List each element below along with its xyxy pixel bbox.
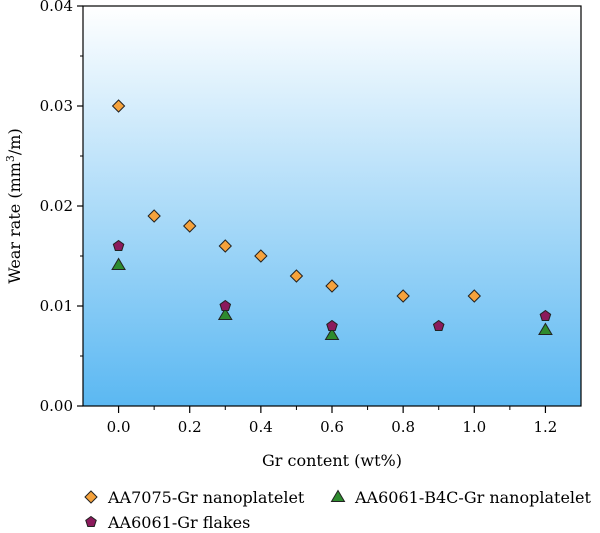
legend-label: AA6061-B4C-Gr nanoplatelet xyxy=(354,488,592,507)
x-axis-ticks: 0.0 0.2 0.4 0.6 0.8 1.0 1.2 xyxy=(107,406,557,436)
data-point-diamond-series-1 xyxy=(147,209,161,223)
data-point-pentagon-series-3 xyxy=(219,299,232,311)
x-tick-label: 1.0 xyxy=(462,418,486,436)
y-tick-label: 0.00 xyxy=(40,397,73,415)
y-axis-title-sup: 3 xyxy=(4,155,17,162)
x-axis-title: Gr content (wt%) xyxy=(262,451,402,470)
y-tick-label: 0.01 xyxy=(40,297,73,315)
x-tick-label: 0.0 xyxy=(107,418,131,436)
data-point-diamond-series-1 xyxy=(183,219,197,233)
legend-marker-pentagon xyxy=(85,515,97,527)
data-point-diamond-series-1 xyxy=(289,269,304,283)
data-point-diamond-series-1 xyxy=(325,279,339,293)
data-point-diamond-series-1 xyxy=(396,289,410,303)
data-point-diamond-series-1 xyxy=(111,99,126,113)
data-point-pentagon-series-3 xyxy=(432,319,445,331)
legend-label: AA7075-Gr nanoplatelet xyxy=(107,488,305,507)
x-tick-label: 0.6 xyxy=(320,418,344,436)
y-tick-label: 0.02 xyxy=(40,197,73,215)
legend-marker-diamond xyxy=(84,490,98,504)
data-point-diamond-series-1 xyxy=(254,249,268,263)
y-axis-title-prefix: Wear rate (mm xyxy=(5,162,24,284)
data-point-pentagon-series-3 xyxy=(112,239,125,251)
y-tick-label: 0.03 xyxy=(40,97,73,115)
x-tick-label: 0.4 xyxy=(249,418,273,436)
data-point-triangle-series-2 xyxy=(324,327,340,341)
x-tick-label: 1.2 xyxy=(533,418,557,436)
x-tick-label: 0.2 xyxy=(178,418,202,436)
data-point-triangle-series-2 xyxy=(538,322,553,336)
data-point-pentagon-series-3 xyxy=(539,309,552,321)
plot-area-background xyxy=(83,6,581,406)
data-point-pentagon-series-3 xyxy=(326,319,338,331)
x-tick-label: 0.8 xyxy=(391,418,415,436)
y-axis-title-suffix: /m) xyxy=(5,128,24,155)
y-tick-label: 0.04 xyxy=(40,0,73,15)
legend: AA7075-Gr nanoplatelet AA6061-B4C-Gr nano… xyxy=(84,488,592,532)
data-point-triangle-series-2 xyxy=(217,307,233,321)
data-markers xyxy=(111,99,553,341)
y-axis-title: Wear rate (mm3/m) xyxy=(4,128,24,283)
data-point-triangle-series-2 xyxy=(111,257,126,271)
data-point-diamond-series-1 xyxy=(218,239,232,253)
data-point-diamond-series-1 xyxy=(467,289,481,303)
y-axis-ticks: 0.00 0.01 0.02 0.03 0.04 xyxy=(40,0,83,415)
legend-marker-triangle xyxy=(330,489,346,503)
legend-label: AA6061-Gr flakes xyxy=(107,513,250,532)
